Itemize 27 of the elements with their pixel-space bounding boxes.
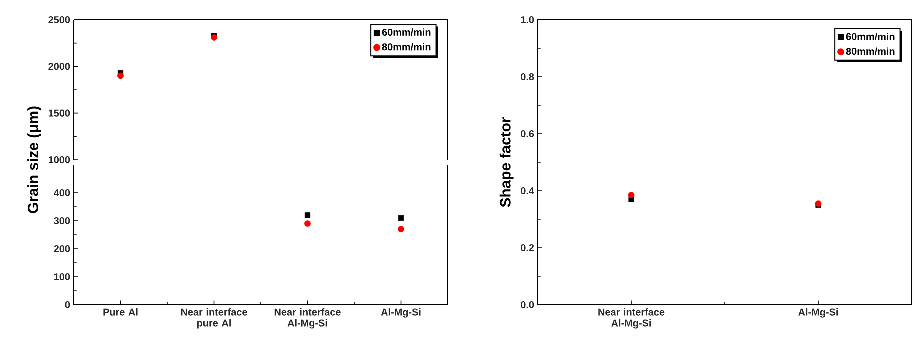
x-tick-label: Pure Al — [104, 308, 138, 316]
x-tick-label: Al-Mg-Si — [798, 308, 838, 318]
y-tick-label: 2000 — [48, 63, 70, 70]
legend-label: 60mm/min — [382, 28, 431, 36]
y-tick-label: 0 — [65, 301, 70, 309]
y-tick-label: 0.6 — [521, 130, 534, 138]
legend-label: 80mm/min — [846, 48, 895, 56]
y-tick-label: 2500 — [48, 16, 70, 24]
y-tick-label: 300 — [54, 217, 70, 225]
x-tick-label: Al-Mg-Si — [381, 308, 421, 318]
y-tick-label: 0.0 — [521, 301, 534, 309]
y-tick-label: 0.8 — [521, 73, 534, 81]
y-axis-title: Grain size (μm) — [28, 106, 42, 214]
y-tick-label: 1000 — [48, 156, 70, 164]
legend-label: 60mm/min — [846, 33, 895, 40]
x-tick-label: Near interface Al-Mg-Si — [598, 308, 665, 329]
y-tick-label: 0.4 — [521, 187, 534, 195]
y-tick-label: 100 — [54, 273, 70, 281]
x-tick-label: Near interface pure Al — [181, 308, 248, 329]
y-axis-title: Shape factor — [500, 117, 514, 208]
y-tick-label: 400 — [54, 189, 70, 197]
y-tick-label: 200 — [54, 245, 70, 253]
y-tick-label: 1500 — [48, 110, 70, 117]
y-tick-label: 0.2 — [521, 244, 534, 252]
legend-label: 80mm/min — [382, 43, 431, 51]
y-tick-label: 1.0 — [521, 16, 534, 24]
x-tick-label: Near interface Al-Mg-Si — [274, 308, 341, 329]
